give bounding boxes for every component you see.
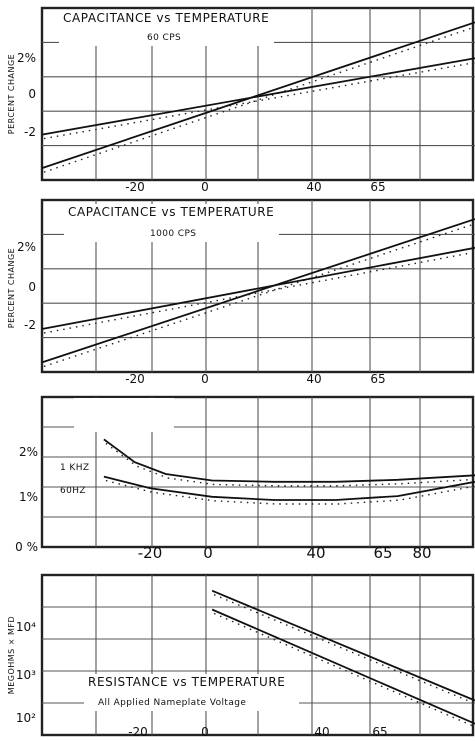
chart-title: POWER FACTOR vs TEMPERATURE [0,0,164,3]
chart-subtitle: 60 CPS [147,33,181,43]
y-tick-label: 0 [28,280,36,294]
chart-capacitance-60cps: CAPACITANCE vs TEMPERATURE 60 CPS 2% 0 -2 -20… [7,6,475,194]
x-tick-label: 40 [306,544,325,562]
y-axis-label: MEGOHMS × MFD [7,616,16,694]
chart-subtitle: All Applied Nameplate Voltage [98,698,246,708]
y-tick-label: 0 % [15,540,38,554]
x-tick-label: 40 [314,725,329,739]
chart-title: CAPACITANCE vs TEMPERATURE [63,11,269,25]
chart-power-factor: POWER FACTOR vs TEMPERATURE2%1%0 %-20040… [0,0,475,562]
title-backdrop [59,10,274,46]
x-tick-label: -20 [128,725,148,739]
series-line-1 [41,21,475,169]
x-tick-label: 0 [203,544,213,562]
x-tick-label: 65 [373,544,392,562]
chart-resistance: RESISTANCE vs TEMPERATURE All Applied Nam… [7,573,475,739]
x-tick-label: 0 [201,372,209,386]
y-tick-label: 2% [17,240,36,254]
y-tick-label: 0 [28,87,36,101]
x-tick-label: 40 [306,180,321,194]
series-line-1 [103,438,475,483]
x-tick-label: -20 [125,372,145,386]
series-line-2 [103,475,475,501]
series-measured-points-1 [43,223,475,368]
chart-title: RESISTANCE vs TEMPERATURE [88,675,285,689]
y-tick-label: 10² [16,711,36,725]
y-tick-label: 1% [19,490,38,504]
series-measured-points-1 [105,442,475,487]
y-tick-label: 2% [17,51,36,65]
y-tick-label: -2 [24,125,36,139]
annotation-60hz: 60HZ [60,486,86,496]
series-line-1 [211,589,475,702]
y-axis-label: PERCENT CHANGE [7,54,16,134]
y-tick-label: 10³ [16,668,36,682]
x-tick-label: 65 [370,372,385,386]
x-tick-label: 0 [201,180,209,194]
x-tick-label: 0 [201,725,209,739]
title-backdrop [64,204,279,242]
x-tick-label: -20 [138,544,163,562]
series-line-2 [41,57,475,136]
x-tick-label: 65 [370,180,385,194]
series-line-2 [41,246,475,330]
title-backdrop [84,674,299,711]
chart-title: CAPACITANCE vs TEMPERATURE [68,205,274,219]
series-measured-points-2 [213,612,475,728]
series-line-2 [211,608,475,725]
y-axis-label: PERCENT CHANGE [7,248,16,328]
x-tick-label: 65 [372,725,387,739]
x-tick-label: 40 [306,372,321,386]
x-tick-label: -20 [125,180,145,194]
title-backdrop [74,398,174,432]
series-line-1 [41,218,475,364]
x-tick-label: 80 [412,544,431,562]
y-tick-label: 2% [19,445,38,459]
series-measured-points-1 [43,26,475,173]
chart-capacitance-1000cps: CAPACITANCE vs TEMPERATURE 1000 CPS 2% 0 -2 -… [7,198,475,386]
chart-subtitle: 1000 CPS [150,229,196,239]
annotation-1khz: 1 KHZ [60,463,89,473]
y-tick-label: -2 [24,318,36,332]
y-tick-label: 10⁴ [16,620,36,634]
